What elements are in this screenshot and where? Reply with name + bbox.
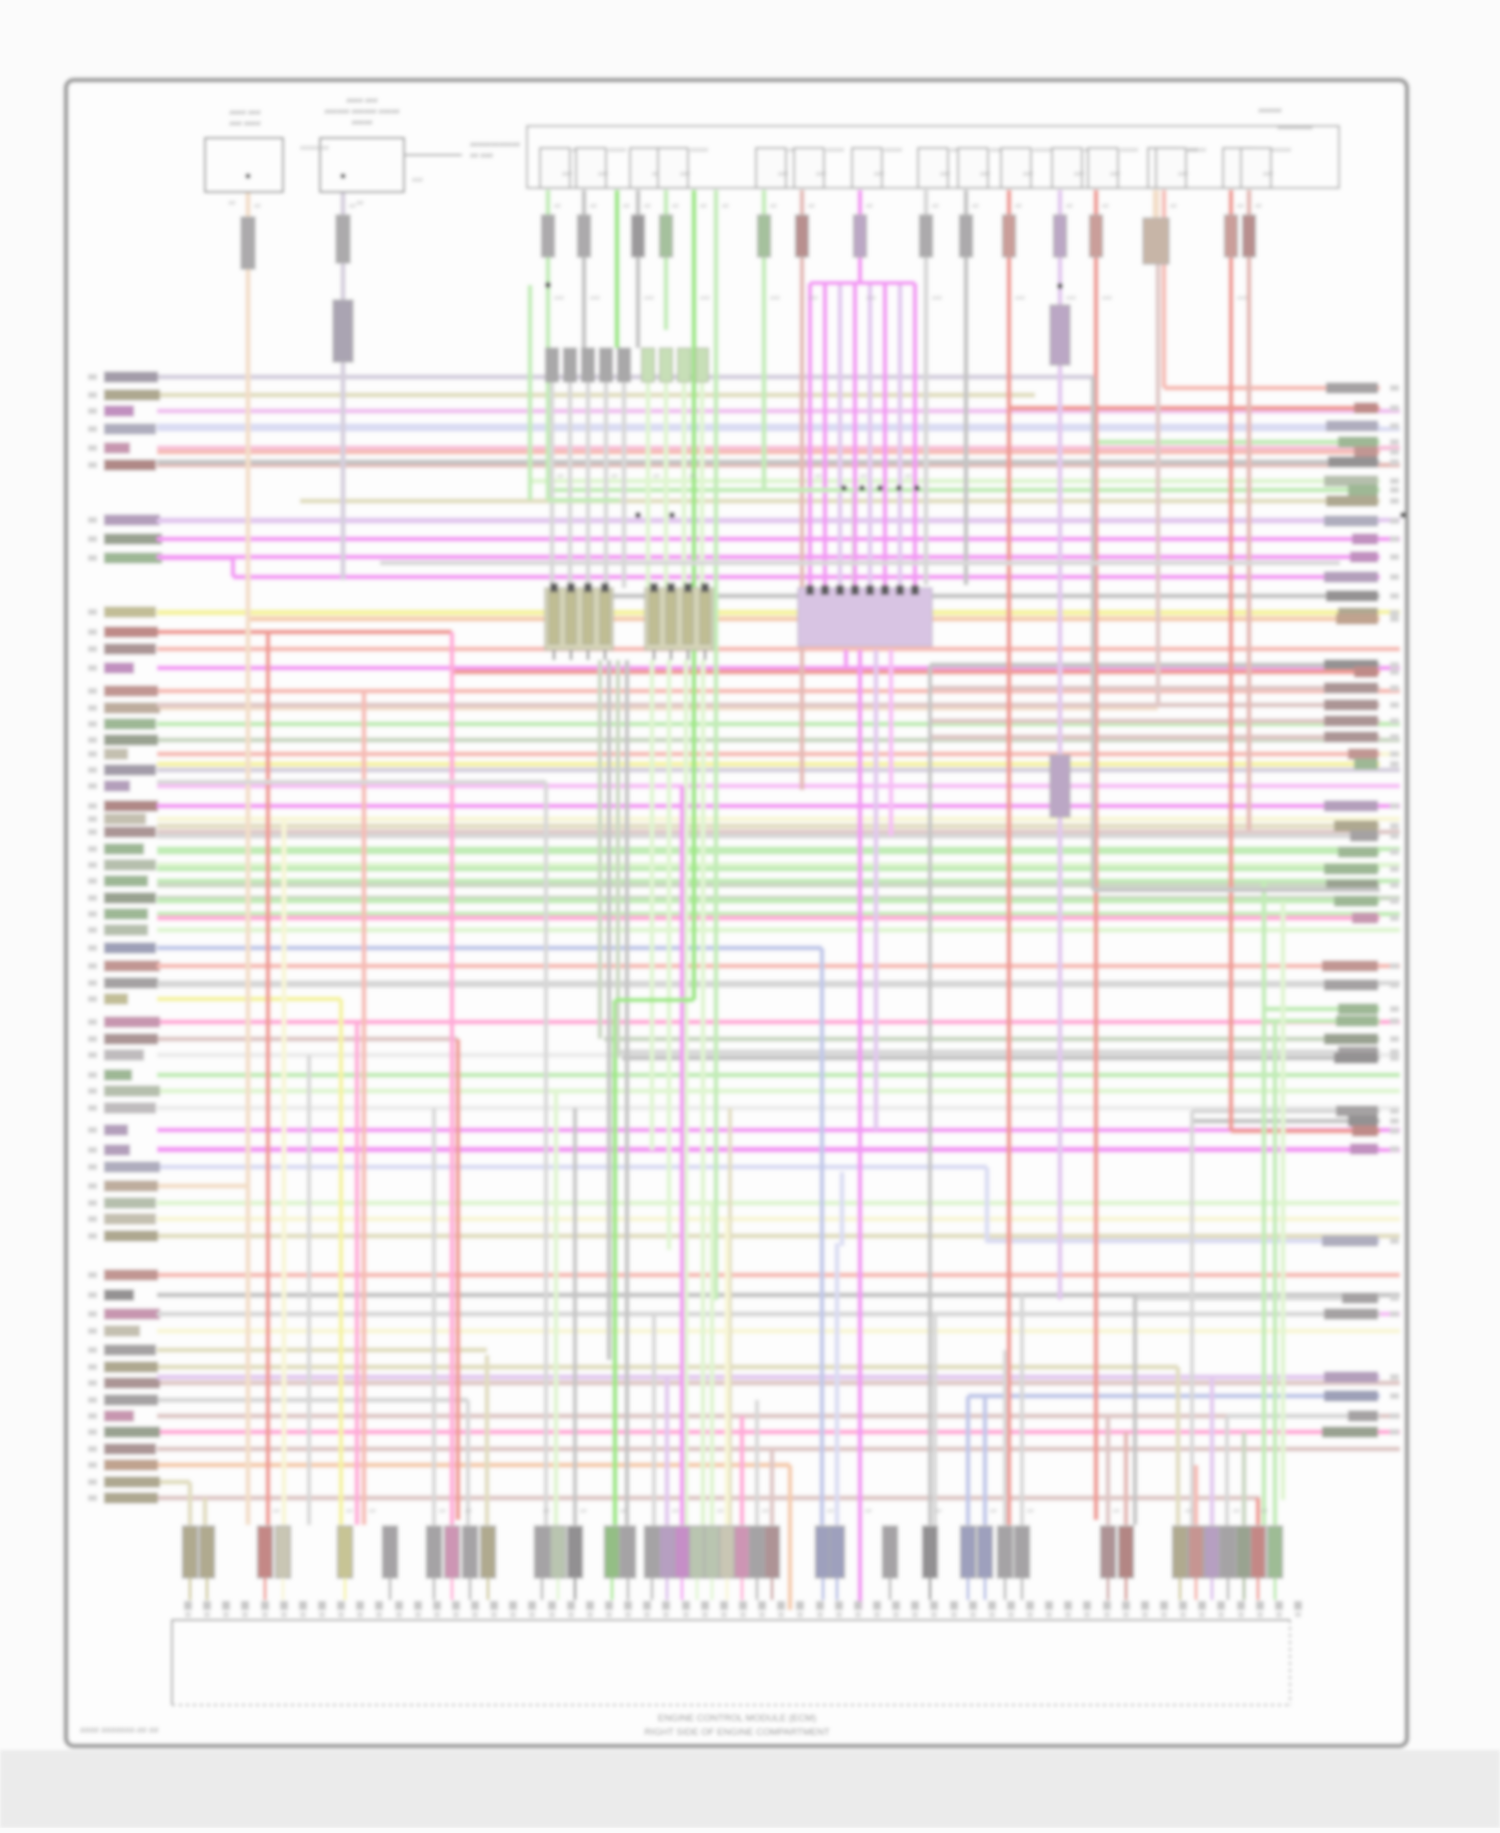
svg-text:###: ###	[700, 296, 711, 302]
svg-text:##: ##	[1255, 204, 1262, 210]
svg-text:###: ###	[980, 172, 991, 178]
svg-text:##: ##	[689, 474, 696, 480]
svg-text:###: ###	[1015, 296, 1026, 302]
svg-text:#####: #####	[1188, 147, 1206, 154]
svg-text:##: ##	[905, 474, 912, 480]
svg-text:#####: #####	[884, 147, 902, 154]
svg-text:#####: #####	[1180, 147, 1198, 154]
svg-text:#####: #####	[608, 147, 626, 154]
svg-text:##: ##	[557, 474, 564, 480]
svg-text:##: ##	[653, 474, 660, 480]
svg-text:##: ##	[935, 1509, 942, 1515]
svg-text:##: ##	[1170, 204, 1177, 210]
svg-text:#####: #####	[1033, 147, 1051, 154]
svg-text:##: ##	[770, 204, 777, 210]
svg-text:##: ##	[580, 1509, 587, 1515]
svg-text:##: ##	[808, 204, 815, 210]
svg-text:##: ##	[1027, 1509, 1034, 1515]
svg-text:###: ###	[874, 172, 885, 178]
svg-text:###: ###	[866, 296, 877, 302]
svg-text:###### ###### #####: ###### ###### #####	[324, 107, 400, 116]
svg-text:##: ##	[623, 204, 630, 210]
svg-text:##: ##	[827, 1509, 834, 1515]
svg-text:##: ##	[672, 1509, 679, 1515]
svg-text:##: ##	[346, 1509, 353, 1515]
svg-text:##: ##	[1237, 204, 1244, 210]
svg-text:##: ##	[972, 204, 979, 210]
svg-text:###: ###	[770, 296, 781, 302]
svg-text:##: ##	[860, 474, 867, 480]
svg-text:###: ###	[1237, 296, 1248, 302]
svg-text:##: ##	[590, 204, 597, 210]
svg-text:##: ##	[465, 1509, 472, 1515]
svg-text:###: ###	[590, 296, 601, 302]
svg-text:########: ########	[300, 145, 329, 152]
svg-text:RIGHT SIDE OF ENGINE COMPARTME: RIGHT SIDE OF ENGINE COMPARTMENT	[644, 1727, 829, 1738]
svg-text:###: ###	[644, 296, 655, 302]
svg-text:##: ##	[700, 204, 707, 210]
svg-text:#### ###: #### ###	[229, 108, 261, 117]
svg-text:###: ###	[808, 296, 819, 302]
svg-text:######: ######	[1258, 108, 1281, 115]
svg-text:#####: #####	[1120, 147, 1138, 154]
svg-text:##: ##	[762, 1509, 769, 1515]
svg-text:##: ##	[1185, 1509, 1192, 1515]
svg-text:#####: #####	[690, 147, 708, 154]
svg-text:##: ##	[1102, 204, 1109, 210]
svg-text:###: ###	[816, 172, 827, 178]
svg-text:############: ############	[470, 140, 521, 149]
svg-text:###: ###	[778, 172, 789, 178]
svg-text:###: ###	[680, 172, 691, 178]
svg-text:##: ##	[990, 1509, 997, 1515]
svg-text:##: ##	[865, 1509, 872, 1515]
svg-text:##: ##	[1233, 1509, 1240, 1515]
svg-text:##: ##	[672, 204, 679, 210]
svg-text:##: ##	[866, 204, 873, 210]
svg-text:##: ##	[554, 204, 561, 210]
svg-text:##: ##	[932, 204, 939, 210]
svg-text:#####: #####	[826, 147, 844, 154]
svg-text:##: ##	[273, 1509, 280, 1515]
svg-text:###: ###	[932, 296, 943, 302]
svg-text:#########: #########	[1277, 125, 1312, 132]
svg-text:###: ###	[1178, 172, 1189, 178]
svg-text:##: ##	[439, 1509, 446, 1515]
svg-text:#####: #####	[352, 118, 374, 127]
svg-text:##: ##	[357, 201, 364, 207]
svg-text:##: ##	[611, 474, 618, 480]
svg-text:#### #######-## ##: #### #######-## ##	[80, 1725, 159, 1735]
svg-text:##: ##	[1015, 204, 1022, 210]
svg-text:###: ###	[1023, 172, 1034, 178]
svg-text:##: ##	[349, 204, 356, 210]
svg-text:###: ###	[562, 172, 573, 178]
svg-text:## ###: ## ###	[470, 151, 494, 160]
svg-text:##: ##	[229, 201, 236, 207]
svg-text:ENGINE CONTROL MODULE (ECM): ENGINE CONTROL MODULE (ECM)	[658, 1713, 817, 1724]
svg-text:#####: #####	[1273, 147, 1291, 154]
svg-text:###: ###	[1102, 296, 1113, 302]
svg-text:### ####: ### ####	[229, 119, 261, 128]
svg-text:#####: #####	[990, 147, 1008, 154]
svg-text:##: ##	[620, 1509, 627, 1515]
svg-text:##: ##	[254, 204, 261, 210]
svg-text:##: ##	[1066, 204, 1073, 210]
svg-text:###: ###	[554, 296, 565, 302]
svg-text:###: ###	[1110, 172, 1121, 178]
svg-text:##: ##	[717, 1509, 724, 1515]
svg-text:###: ###	[598, 172, 609, 178]
svg-text:##: ##	[815, 474, 822, 480]
svg-text:##: ##	[543, 1509, 550, 1515]
svg-text:###: ###	[940, 172, 951, 178]
svg-text:##: ##	[1113, 1509, 1120, 1515]
svg-text:##: ##	[644, 204, 651, 210]
svg-text:###: ###	[1066, 296, 1077, 302]
svg-text:###: ###	[412, 177, 423, 184]
svg-text:#### ###: #### ###	[346, 96, 378, 105]
svg-text:##: ##	[1261, 1509, 1268, 1515]
svg-text:###: ###	[1074, 172, 1085, 178]
svg-text:###: ###	[1263, 172, 1274, 178]
svg-text:##: ##	[369, 1509, 376, 1515]
svg-text:##: ##	[722, 204, 729, 210]
